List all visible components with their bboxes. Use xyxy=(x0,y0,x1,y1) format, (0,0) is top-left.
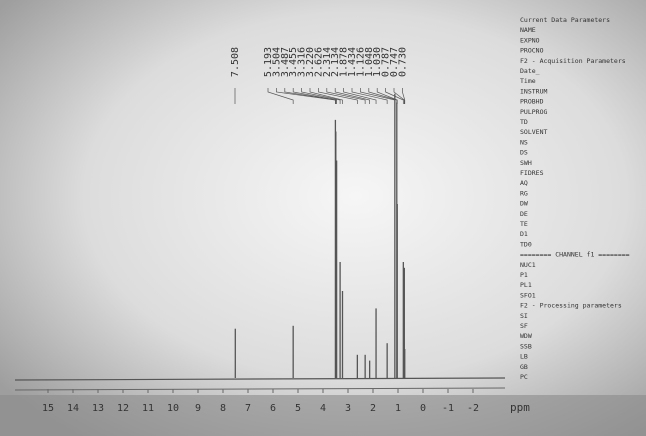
peak-connector xyxy=(402,88,406,104)
parameter-line: EXPNO xyxy=(520,36,540,44)
parameter-line: SF xyxy=(520,322,528,330)
parameter-line: PROCNO xyxy=(520,47,544,55)
parameter-line: PC xyxy=(520,373,528,381)
peak-label: 2.134 xyxy=(330,47,341,77)
peak-label: 1.030 xyxy=(372,47,383,77)
parameter-line: NAME xyxy=(520,26,536,34)
peak-label: 3.316 xyxy=(297,47,308,77)
x-tick-label: 5 xyxy=(295,403,301,414)
parameter-line: WDW xyxy=(520,332,532,340)
x-tick-label: 9 xyxy=(195,403,201,414)
peak-label: 3.504 xyxy=(271,47,282,77)
peak-label: 1.434 xyxy=(347,47,358,77)
x-tick-label: -2 xyxy=(467,403,479,414)
parameter-line: DW xyxy=(520,200,528,208)
peak-label: 3.487 xyxy=(280,47,291,77)
peak-connector xyxy=(393,88,405,104)
parameter-line: SI xyxy=(520,312,528,320)
parameter-line: SSB xyxy=(520,342,532,350)
peak-connector xyxy=(385,88,404,104)
parameter-line: AQ xyxy=(520,179,528,187)
x-tick-label: 11 xyxy=(142,403,154,414)
parameter-line: TD0 xyxy=(520,240,532,248)
parameter-panel: Current Data Parameters NAME EXPNO PROCNO F2… xyxy=(520,16,630,381)
x-tick-label: 7 xyxy=(245,403,251,414)
peak-label: 2.314 xyxy=(322,47,333,77)
parameter-line: DE xyxy=(520,210,528,218)
parameter-line: GB xyxy=(520,363,528,371)
peak-connector xyxy=(318,88,358,104)
peak-label: 3.220 xyxy=(305,47,316,77)
peak-connector xyxy=(267,88,294,104)
parameter-line: PROBHD xyxy=(520,98,544,106)
x-tick-label: 13 xyxy=(92,403,104,414)
x-tick-label: 4 xyxy=(320,403,326,414)
x-tick-label: 2 xyxy=(370,403,376,414)
peak-label: 0.747 xyxy=(389,47,400,77)
peak-connector xyxy=(309,88,343,104)
x-tick-label: 10 xyxy=(167,403,179,414)
parameter-line: P1 xyxy=(520,271,528,279)
parameter-line: TD xyxy=(520,118,528,126)
peak-connector xyxy=(301,88,341,104)
x-tick-label: 1 xyxy=(395,403,401,414)
peak-label: 0.730 xyxy=(397,47,408,77)
x-tick-label: 0 xyxy=(420,403,426,414)
parameter-line: INSTRUM xyxy=(520,87,547,95)
parameter-line: F2 - Acquisition Parameters xyxy=(520,57,626,65)
parameter-line: Current Data Parameters xyxy=(520,16,610,24)
parameter-line: RG xyxy=(520,189,528,197)
parameter-line: SWH xyxy=(520,159,532,167)
peak-label: 0.787 xyxy=(381,47,392,77)
peak-label: 5.193 xyxy=(263,47,274,77)
x-tick-label: 12 xyxy=(117,403,129,414)
x-tick-label: 14 xyxy=(67,403,79,414)
parameter-line: Date_ xyxy=(520,67,540,75)
parameter-line: PL1 xyxy=(520,281,532,289)
peak-label: 1.048 xyxy=(364,47,375,77)
peak-label: 1.126 xyxy=(355,47,366,77)
peak-connector xyxy=(326,88,366,104)
parameter-line: NUC1 xyxy=(520,261,536,269)
peak-connector xyxy=(376,88,398,104)
peak-connector xyxy=(351,88,388,104)
parameter-line: LB xyxy=(520,353,528,361)
peak-connector xyxy=(276,88,336,104)
parameter-line: ======== CHANNEL f1 ======== xyxy=(520,251,630,259)
parameter-line: SOLVENT xyxy=(520,128,547,136)
peak-label: 2.626 xyxy=(313,47,324,77)
peak-connector xyxy=(284,88,337,104)
peak-label: 1.878 xyxy=(339,47,350,77)
parameter-line: D1 xyxy=(520,230,528,238)
x-axis-label: ppm xyxy=(510,401,530,414)
x-tick-label: 6 xyxy=(270,403,276,414)
peak-label: 3.455 xyxy=(288,47,299,77)
parameter-line: NS xyxy=(520,138,528,146)
baseline xyxy=(14,377,506,381)
peak-connector xyxy=(343,88,377,104)
parameter-line: FIDRES xyxy=(520,169,544,177)
x-tick-label: 8 xyxy=(220,403,226,414)
parameter-line: F2 - Processing parameters xyxy=(520,302,622,310)
x-axis xyxy=(14,387,506,391)
parameter-line: DS xyxy=(520,149,528,157)
peak-connector xyxy=(292,88,337,104)
x-tick-label: 3 xyxy=(345,403,351,414)
peak-connector xyxy=(360,88,396,104)
peak-connector xyxy=(334,88,370,104)
parameter-line: TE xyxy=(520,220,528,228)
peak-connector xyxy=(368,88,398,104)
parameter-line: Time xyxy=(520,77,536,85)
parameter-line: SFO1 xyxy=(520,291,536,299)
x-tick-label: 15 xyxy=(42,403,54,414)
parameter-line: PULPROG xyxy=(520,108,547,116)
shadow xyxy=(0,395,646,436)
x-tick-label: -1 xyxy=(442,403,454,414)
peak-label: 7.508 xyxy=(230,47,241,77)
